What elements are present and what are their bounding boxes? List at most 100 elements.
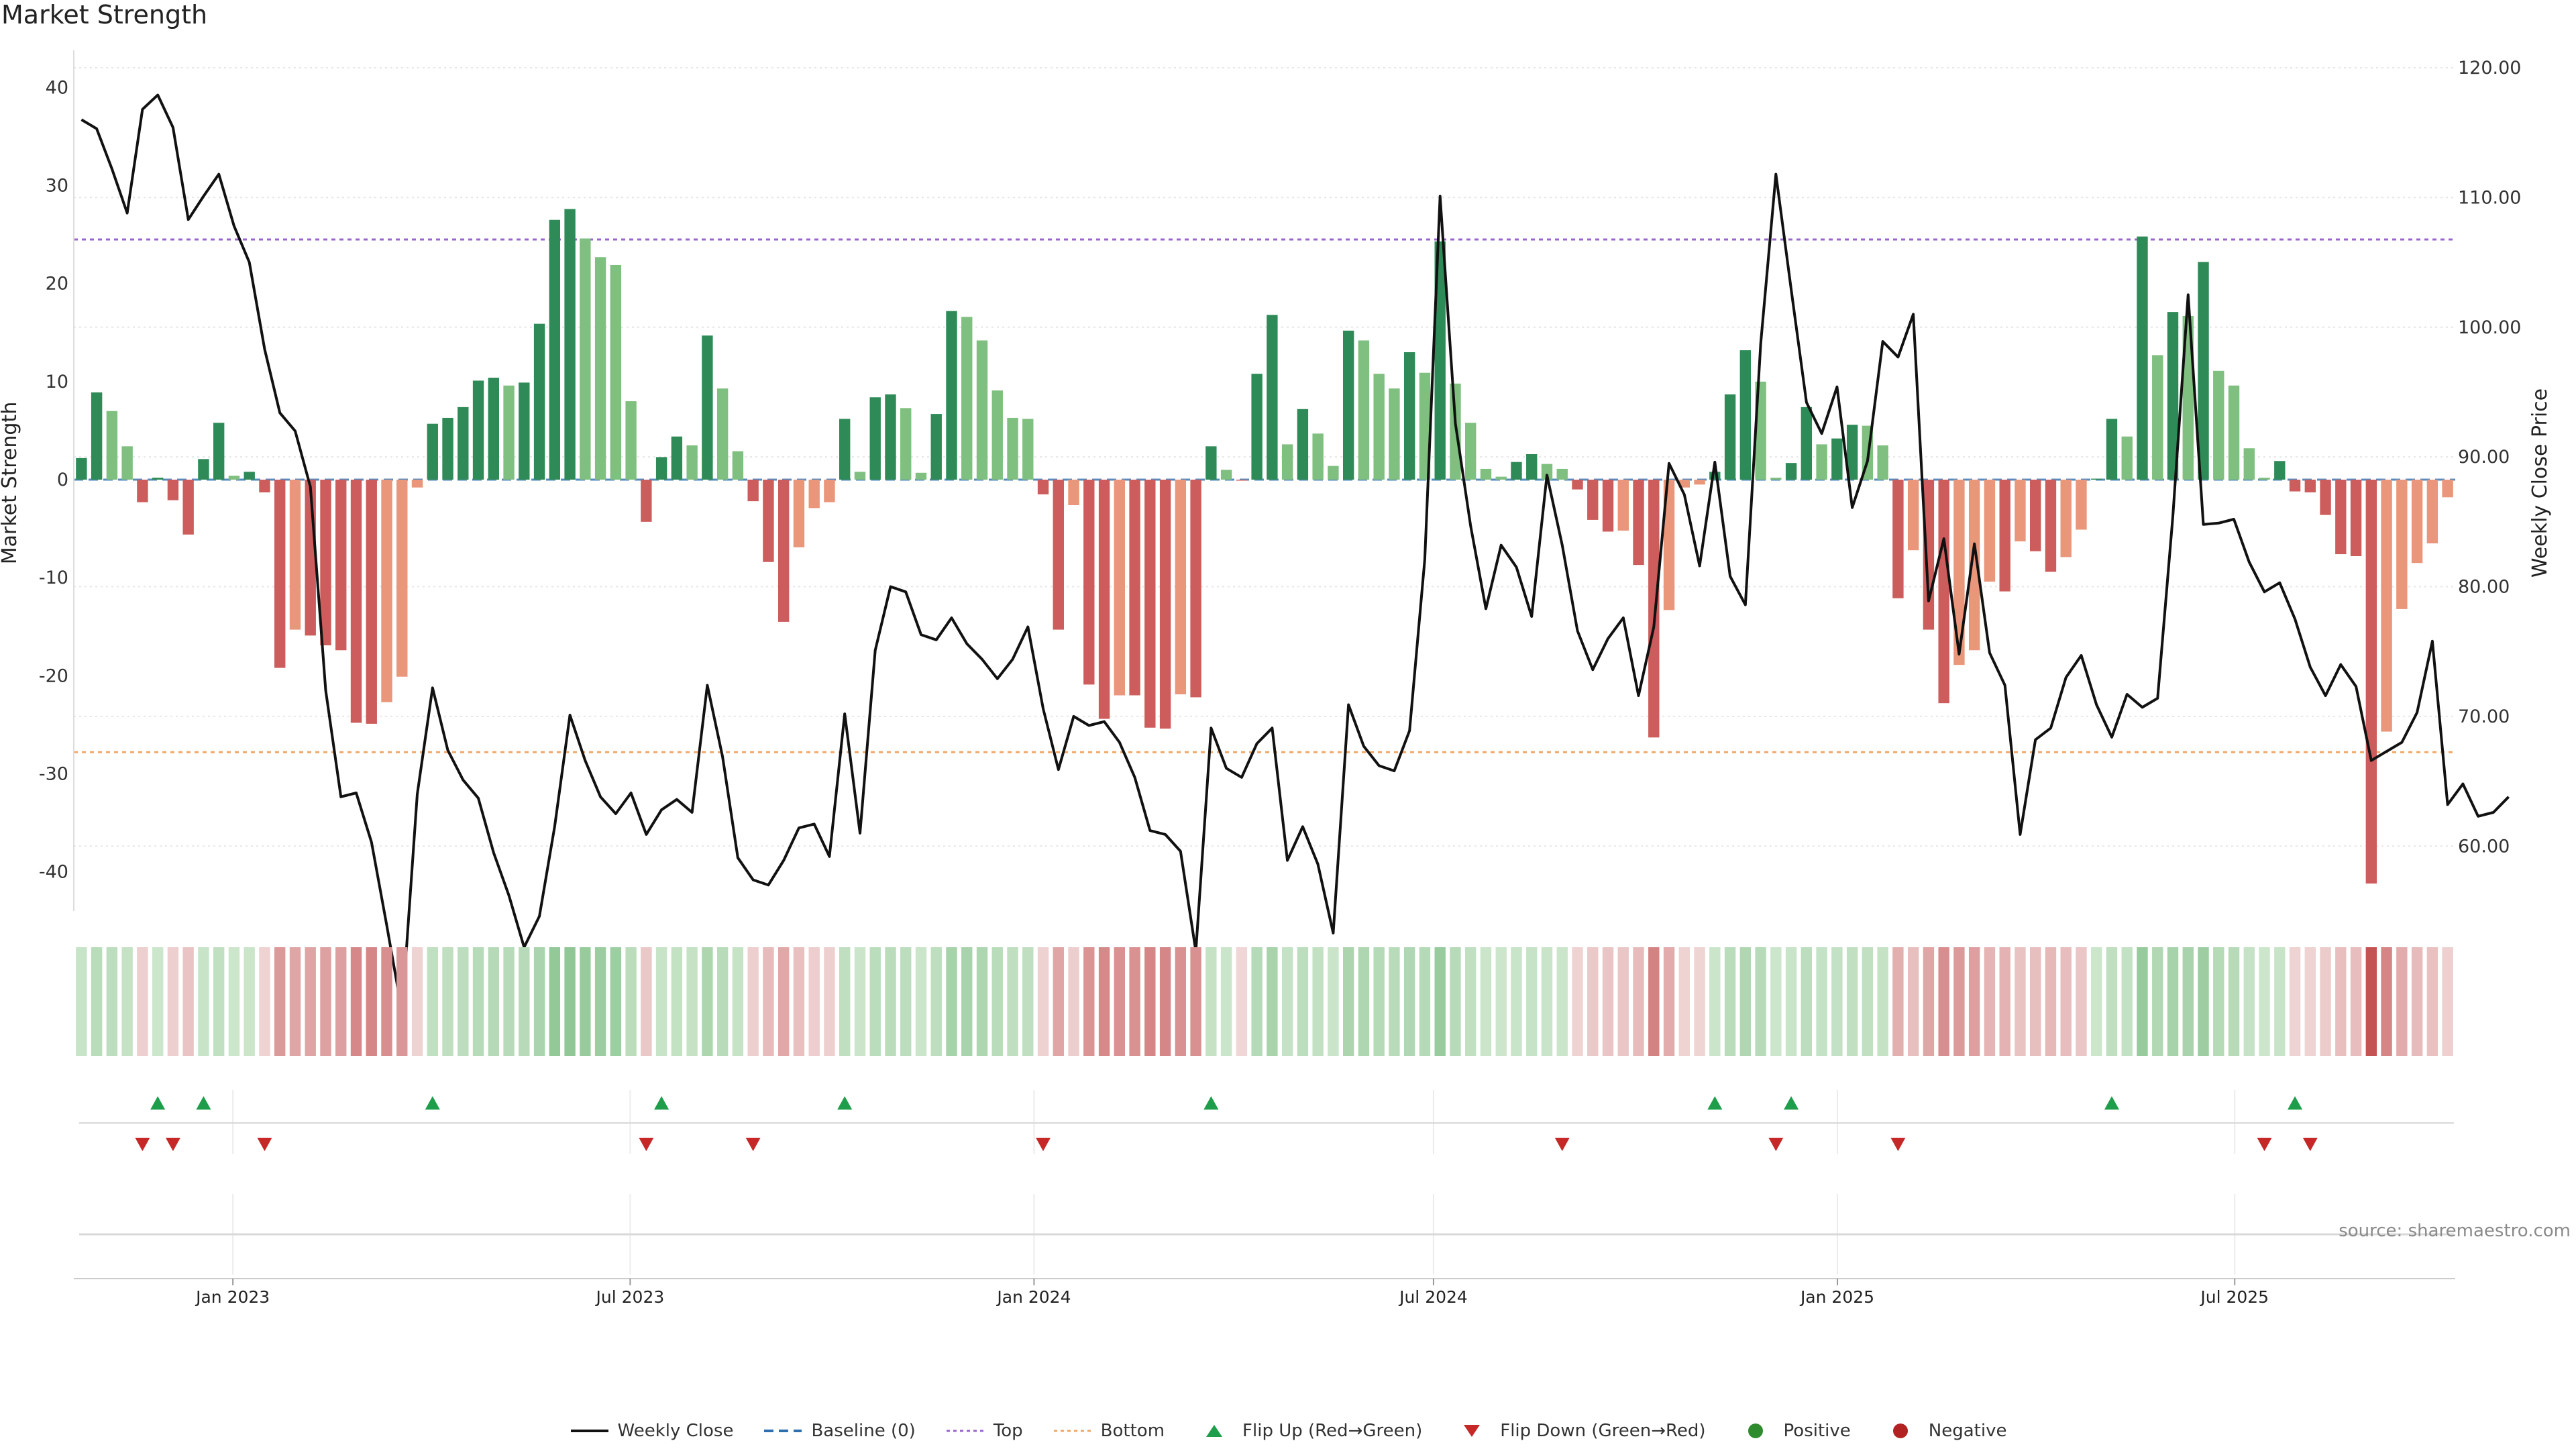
strength-bar bbox=[594, 257, 606, 480]
heat-cell bbox=[1312, 947, 1324, 1056]
left-tick-label: 0 bbox=[57, 470, 68, 490]
heat-cell bbox=[1984, 947, 1996, 1056]
heat-cell bbox=[793, 947, 805, 1056]
heat-cell bbox=[580, 947, 591, 1056]
legend-item: Flip Down (Green→Red) bbox=[1452, 1421, 1706, 1441]
strength-bar bbox=[137, 480, 148, 502]
strength-bar bbox=[1251, 374, 1263, 480]
heat-cell bbox=[1572, 947, 1583, 1056]
heat-cell bbox=[1281, 947, 1293, 1056]
strength-bar bbox=[1236, 480, 1248, 481]
strength-bar bbox=[91, 392, 103, 480]
strength-bar bbox=[472, 380, 484, 480]
heat-cell bbox=[1205, 947, 1217, 1056]
strength-bar bbox=[1602, 480, 1614, 532]
legend-item: Bottom bbox=[1053, 1421, 1165, 1441]
flip-down-marker bbox=[1554, 1138, 1570, 1151]
strength-bar bbox=[1068, 480, 1079, 505]
strength-bar bbox=[1587, 480, 1599, 520]
strength-bar bbox=[1175, 480, 1187, 695]
strength-bar bbox=[2228, 385, 2240, 480]
strength-bar bbox=[1144, 480, 1156, 728]
legend-item: Negative bbox=[1880, 1421, 2006, 1441]
legend: Weekly Close Baseline (0) Top Bottom Flip Up… bbox=[0, 1421, 2576, 1441]
strength-bar bbox=[1968, 480, 1980, 651]
line-dotted-icon bbox=[946, 1430, 984, 1432]
strength-bar bbox=[1053, 480, 1064, 630]
strength-bar bbox=[1739, 350, 1752, 480]
strength-bar bbox=[2304, 480, 2316, 492]
strength-bar bbox=[961, 317, 973, 480]
legend-label: Flip Down (Green→Red) bbox=[1500, 1421, 1706, 1441]
right-tick-label: 60.00 bbox=[2458, 836, 2510, 857]
heat-cell bbox=[503, 947, 515, 1056]
strength-bar bbox=[2091, 478, 2102, 480]
strength-bar bbox=[1648, 480, 1660, 738]
strength-bar bbox=[2060, 480, 2072, 557]
strength-bar bbox=[1114, 480, 1126, 696]
heat-cell bbox=[1953, 947, 1965, 1056]
strength-bar bbox=[641, 480, 652, 522]
heat-cell bbox=[2289, 947, 2301, 1056]
flip-up-marker bbox=[1784, 1096, 1799, 1110]
flip-down-marker bbox=[135, 1138, 150, 1151]
heat-cell bbox=[1403, 947, 1415, 1056]
heat-cell bbox=[167, 947, 179, 1056]
heat-cell bbox=[366, 947, 377, 1056]
strength-bar bbox=[1877, 445, 1888, 480]
heat-cell bbox=[259, 947, 270, 1056]
strength-bar bbox=[152, 478, 164, 480]
strength-bar bbox=[1724, 394, 1736, 480]
heat-cell bbox=[641, 947, 652, 1056]
strength-bar bbox=[1129, 480, 1140, 696]
right-axis-label: Weekly Close Price bbox=[2528, 388, 2552, 578]
strength-bar bbox=[1770, 478, 1782, 480]
left-axis: -40 -30 -20 -10 0 10 20 30 40 Market Strength bbox=[0, 50, 74, 911]
heat-cell bbox=[137, 947, 148, 1056]
strength-bar bbox=[1159, 480, 1171, 729]
weekly-close-line-group bbox=[80, 93, 2510, 1014]
strength-bar bbox=[1022, 419, 1034, 480]
strength-bar bbox=[1281, 444, 1293, 480]
x-tick-label: Jan 2025 bbox=[1799, 1287, 1874, 1307]
strength-bar bbox=[1373, 374, 1385, 480]
heat-cell bbox=[686, 947, 698, 1056]
heat-cell bbox=[1358, 947, 1370, 1056]
strength-bar bbox=[1556, 468, 1568, 480]
legend-label: Bottom bbox=[1100, 1421, 1165, 1441]
strength-bar bbox=[1831, 438, 1843, 480]
strength-bar bbox=[1098, 480, 1110, 719]
heat-cell bbox=[1022, 947, 1034, 1056]
strength-bar bbox=[1220, 470, 1232, 480]
heat-cell bbox=[182, 947, 194, 1056]
strength-bar bbox=[1572, 480, 1583, 490]
heat-cell bbox=[1785, 947, 1797, 1056]
heat-cell bbox=[1037, 947, 1049, 1056]
heat-cell bbox=[1480, 947, 1492, 1056]
heat-cell bbox=[702, 947, 713, 1056]
heat-cell bbox=[2442, 947, 2453, 1056]
heat-cell bbox=[106, 947, 118, 1056]
heat-cell bbox=[915, 947, 927, 1056]
strength-bar bbox=[2152, 355, 2163, 480]
strength-bar bbox=[885, 394, 896, 480]
left-tick-label: 40 bbox=[46, 77, 68, 98]
heat-cell bbox=[625, 947, 637, 1056]
heat-cell bbox=[2137, 947, 2148, 1056]
strength-bar bbox=[411, 480, 423, 488]
heat-cell bbox=[198, 947, 209, 1056]
strength-bar bbox=[793, 480, 805, 547]
heat-cell bbox=[152, 947, 164, 1056]
left-tick-label: 10 bbox=[46, 372, 68, 392]
legend-label: Baseline (0) bbox=[811, 1421, 916, 1441]
heat-cell bbox=[2198, 947, 2209, 1056]
line-dotted-icon bbox=[1053, 1430, 1091, 1432]
heat-cell bbox=[1892, 947, 1904, 1056]
strength-bar bbox=[2243, 448, 2255, 480]
strength-bars bbox=[76, 209, 2453, 884]
strength-bar bbox=[1434, 241, 1446, 480]
strength-bar bbox=[1709, 472, 1721, 480]
heat-cell bbox=[2320, 947, 2331, 1056]
strength-bar bbox=[854, 472, 866, 480]
strength-bar bbox=[274, 480, 286, 668]
